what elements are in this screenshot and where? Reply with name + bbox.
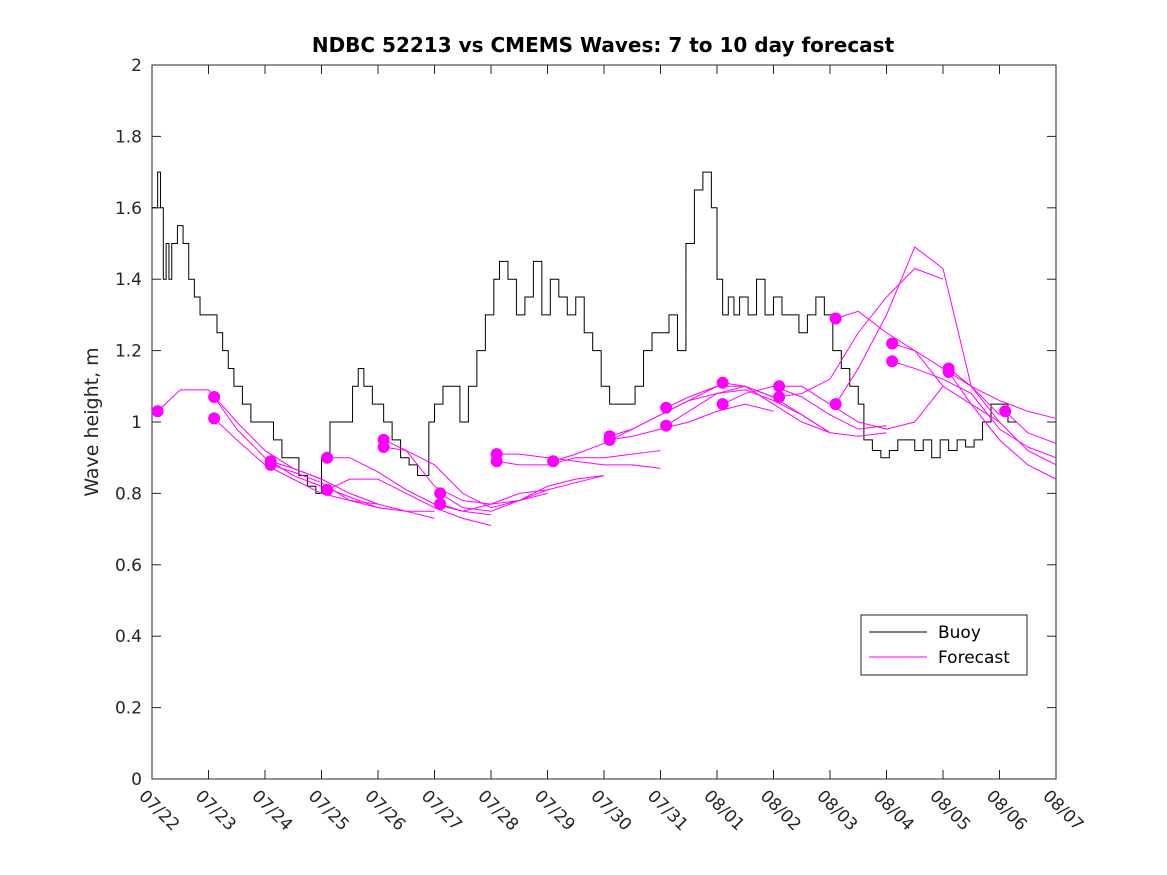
forecast-line — [948, 371, 1057, 480]
forecast-line — [439, 475, 605, 512]
forecast-line — [213, 396, 379, 509]
forecast-start-marker — [716, 398, 729, 411]
forecast-line — [948, 368, 1057, 466]
y-tick-label: 1.8 — [115, 127, 142, 147]
y-tick-label: 0.6 — [115, 556, 142, 576]
forecast-start-marker — [829, 398, 842, 411]
legend-buoy-label: Buoy — [938, 623, 981, 643]
y-tick-label: 0 — [131, 770, 142, 790]
forecast-start-marker — [321, 483, 334, 496]
legend: Buoy Forecast — [860, 614, 1028, 676]
y-tick-label: 2 — [131, 56, 142, 76]
forecast-start-marker — [208, 412, 221, 425]
forecast-line — [496, 450, 661, 466]
forecast-line — [439, 475, 605, 512]
forecast-start-marker — [829, 312, 842, 325]
forecast-start-marker — [434, 498, 447, 511]
forecast-start-marker — [151, 405, 164, 418]
forecast-start-marker — [547, 455, 560, 468]
y-tick-label: 1.4 — [115, 270, 142, 290]
forecast-start-marker — [942, 366, 955, 379]
legend-box — [860, 614, 1028, 676]
forecast-start-marker — [208, 391, 221, 404]
forecast-start-marker — [660, 401, 673, 414]
forecast-start-marker — [321, 451, 334, 464]
y-tick-label: 1.6 — [115, 199, 142, 219]
forecast-series-group — [151, 246, 1057, 527]
chart-title: NDBC 52213 vs CMEMS Waves: 7 to 10 day f… — [312, 33, 895, 57]
y-tick-label: 1 — [131, 413, 142, 433]
forecast-line — [609, 403, 774, 441]
forecast-line — [1004, 410, 1057, 444]
forecast-line — [326, 478, 492, 527]
y-axis: 0 0.2 0.4 0.6 0.8 1 1.2 1.4 1.6 1.8 2 — [115, 56, 1056, 790]
forecast-line — [270, 464, 435, 512]
forecast-start-marker — [660, 419, 673, 432]
forecast-start-marker — [434, 487, 447, 500]
forecast-line — [722, 385, 887, 430]
forecast-line — [779, 267, 944, 398]
forecast-line — [722, 382, 887, 437]
y-tick-label: 0.4 — [115, 627, 142, 647]
y-tick-label: 0.8 — [115, 484, 142, 504]
forecast-start-marker — [773, 380, 786, 393]
forecast-line — [496, 453, 661, 469]
buoy-line — [152, 171, 1017, 494]
y-tick-label: 1.2 — [115, 342, 142, 362]
forecast-start-marker — [716, 376, 729, 389]
forecast-start-marker — [490, 455, 503, 468]
forecast-line — [779, 385, 944, 430]
buoy-series — [152, 171, 1017, 494]
forecast-start-marker — [264, 458, 277, 471]
forecast-start-marker — [773, 391, 786, 404]
forecast-start-marker — [886, 337, 899, 350]
y-tick-label: 0.2 — [115, 699, 142, 719]
y-axis-label: Wave height, m — [81, 347, 103, 496]
forecast-line — [891, 360, 1057, 459]
forecast-start-marker — [999, 405, 1012, 418]
forecast-start-marker — [603, 433, 616, 446]
forecast-start-marker — [377, 440, 390, 453]
legend-forecast-label: Forecast — [938, 648, 1010, 668]
forecast-start-marker — [886, 355, 899, 368]
